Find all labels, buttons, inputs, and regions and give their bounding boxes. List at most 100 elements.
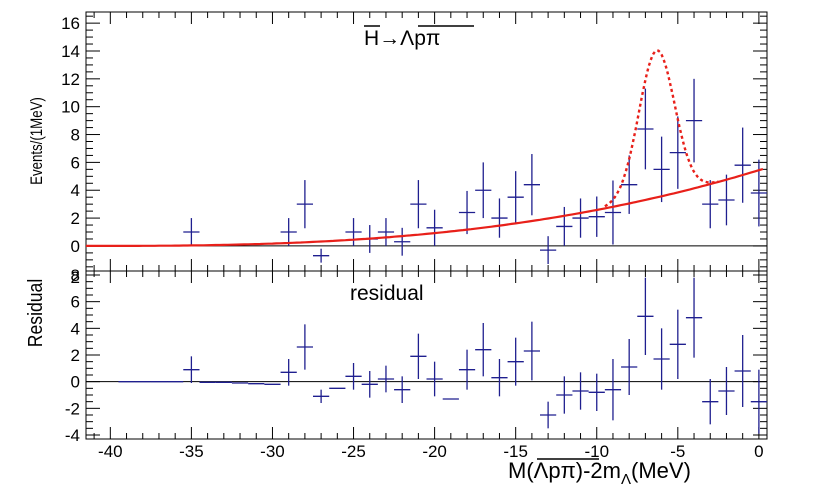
top-data-point <box>410 180 427 229</box>
top-data-point <box>523 154 540 216</box>
top-y-edge-tick-label: 2 <box>71 268 80 287</box>
top-data-point <box>588 196 605 237</box>
bottom-data-point <box>734 335 751 407</box>
top-data-layer <box>86 49 767 265</box>
top-y-tick-label: 8 <box>71 126 80 145</box>
bottom-data-point <box>183 356 200 383</box>
bottom-y-tick-label: 0 <box>71 373 80 392</box>
bottom-data-point <box>702 379 719 425</box>
top-data-point <box>475 162 492 219</box>
bottom-data-point <box>685 277 703 358</box>
bottom-y-tick-label: 2 <box>71 346 80 365</box>
xlabel-part-1: M( <box>508 458 534 483</box>
bottom-data-point <box>556 376 573 414</box>
x-axis-label: M(Λpπ)-2mΛ(MeV) <box>508 458 691 488</box>
svg-text:H→Λpπ: H→Λpπ <box>364 27 440 50</box>
bottom-y-tick-label: 6 <box>71 293 80 312</box>
top-data-point <box>669 116 686 189</box>
top-y-tick-label: 10 <box>61 98 80 117</box>
bottom-data-point <box>361 371 378 398</box>
bottom-data-point <box>377 365 395 393</box>
top-data-point <box>718 174 735 226</box>
top-data-point <box>491 198 508 238</box>
top-data-point <box>572 198 589 238</box>
top-y-tick-label: 0 <box>71 237 80 256</box>
bottom-data-point <box>345 363 362 390</box>
top-data-point <box>734 127 751 203</box>
bottom-data-point <box>507 337 524 386</box>
bottom-data-point <box>637 277 654 355</box>
top-data-point <box>604 180 622 245</box>
bottom-data-point <box>426 361 443 397</box>
title-hyperon: H <box>364 27 379 50</box>
top-y-axis-label: Events/(1MeV) <box>28 97 47 185</box>
bottom-data-point <box>653 328 670 390</box>
bottom-y-tick-label: 4 <box>71 319 80 338</box>
bottom-data-point <box>718 367 735 415</box>
top-data-point <box>685 78 703 163</box>
bottom-data-point <box>572 372 589 410</box>
bottom-data-point <box>296 324 313 370</box>
bottom-data-point <box>280 359 297 386</box>
background-fit-curve <box>86 167 764 247</box>
top-data-point <box>183 218 200 246</box>
top-data-point <box>556 206 573 246</box>
top-data-point <box>653 136 670 203</box>
bottom-data-point <box>540 401 557 429</box>
bottom-data-point <box>750 369 767 434</box>
top-data-point <box>377 218 395 246</box>
bottom-y-tick-label: -2 <box>65 399 80 418</box>
top-data-point <box>637 88 654 170</box>
top-y-tick-label: 16 <box>61 14 80 33</box>
bottom-plot-frame <box>85 270 768 440</box>
top-y-tick-label: 14 <box>61 42 80 61</box>
top-y-tick-label: 4 <box>71 181 80 200</box>
top-data-point <box>458 190 476 235</box>
top-data-point <box>313 248 330 263</box>
bottom-data-layer <box>118 277 767 434</box>
bottom-data-point <box>491 359 508 397</box>
title-final-state: Λpπ <box>400 27 440 50</box>
top-data-point <box>296 180 313 229</box>
top-y-tick-label: 6 <box>71 153 80 172</box>
x-tick-label: -10 <box>584 442 609 461</box>
bottom-data-point <box>410 333 427 379</box>
x-tick-label: -25 <box>341 442 366 461</box>
bottom-y-axis-label: Residual <box>24 279 46 347</box>
top-data-point <box>280 218 297 246</box>
bottom-data-point <box>523 321 540 381</box>
top-data-point <box>540 236 557 265</box>
x-tick-label: -15 <box>503 442 528 461</box>
top-data-point <box>507 171 524 224</box>
bottom-data-point <box>621 339 638 395</box>
bottom-y-tick-label: -4 <box>65 426 80 445</box>
top-data-point <box>345 218 362 246</box>
top-y-tick-label: 2 <box>71 209 80 228</box>
bottom-data-point <box>669 309 686 379</box>
top-data-point <box>702 180 719 229</box>
x-tick-label: -30 <box>260 442 285 461</box>
x-tick-label: -35 <box>179 442 204 461</box>
top-data-point <box>394 227 411 256</box>
x-tick-label: -5 <box>670 442 685 461</box>
xlabel-part-5: (MeV) <box>631 458 691 483</box>
x-tick-label: 0 <box>754 442 763 461</box>
svg-text:M(Λpπ)-2mΛ(MeV): M(Λpπ)-2mΛ(MeV) <box>508 458 691 488</box>
title-arrow: → <box>379 27 400 50</box>
xlabel-part-3: )-2m <box>576 458 621 483</box>
bottom-y-tick-label: 8 <box>71 266 80 285</box>
bottom-data-point <box>475 323 492 377</box>
bottom-data-point <box>313 389 330 403</box>
signal-dotted-curve <box>604 49 719 208</box>
top-axes: 0 2 4 6 8 10 12 14 16 2 <box>61 12 767 287</box>
bottom-data-point <box>588 373 605 411</box>
x-tick-label: -40 <box>98 442 123 461</box>
bottom-data-point <box>604 359 622 421</box>
bottom-title: residual <box>350 282 424 305</box>
bottom-data-point <box>394 376 411 403</box>
xlabel-part-2: Λpπ <box>534 458 576 483</box>
xlabel-subscript: Λ <box>621 471 631 488</box>
top-y-tick-label: 12 <box>61 70 80 89</box>
